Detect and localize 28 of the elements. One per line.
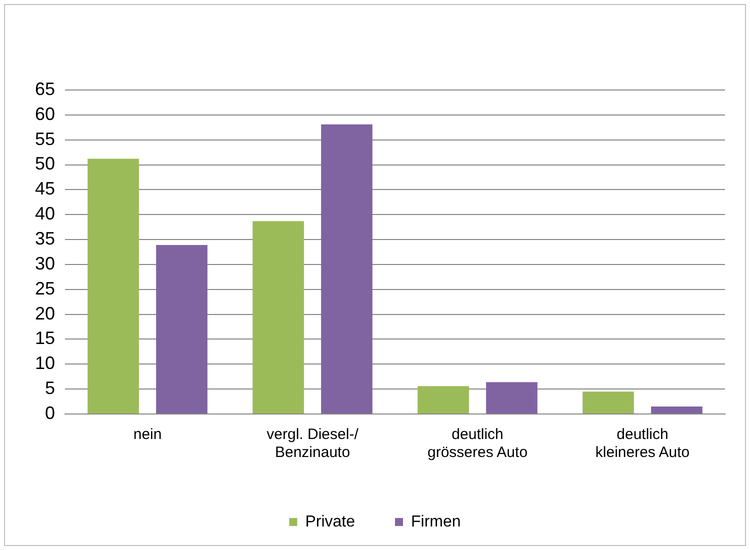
y-tick-label: 30	[34, 253, 56, 274]
y-tick-label: 20	[34, 303, 56, 324]
x-tick-label: vergl. Diesel-/ Benzinauto	[266, 426, 360, 462]
bar	[418, 386, 469, 414]
y-tick-label: 55	[34, 128, 56, 149]
x-tick-label: nein	[133, 426, 162, 444]
y-tick-label: 10	[34, 353, 56, 374]
y-tick-label: 40	[34, 204, 56, 224]
y-tick-label: 25	[34, 278, 56, 298]
x-tick-label: deutlich kleineres Auto	[595, 426, 690, 462]
y-tick-label: 5	[45, 378, 56, 398]
bar	[486, 382, 538, 414]
legend-label: Private	[305, 513, 356, 530]
y-tick-label: 60	[34, 104, 56, 124]
legend-label: Firmen	[411, 513, 461, 530]
y-tick-label: 0	[45, 402, 56, 423]
bar	[582, 392, 634, 414]
y-tick-label: 45	[34, 178, 56, 199]
y-tick-label: 35	[34, 228, 56, 249]
bar	[156, 245, 208, 414]
bar	[651, 406, 702, 414]
y-tick-label: 50	[34, 154, 56, 174]
x-tick-label: deutlich grösseres Auto	[427, 426, 528, 462]
y-tick-label: 15	[34, 328, 56, 348]
y-tick-label: 65	[34, 78, 56, 99]
bar	[252, 221, 304, 414]
bar	[88, 158, 139, 414]
bar	[321, 124, 372, 414]
